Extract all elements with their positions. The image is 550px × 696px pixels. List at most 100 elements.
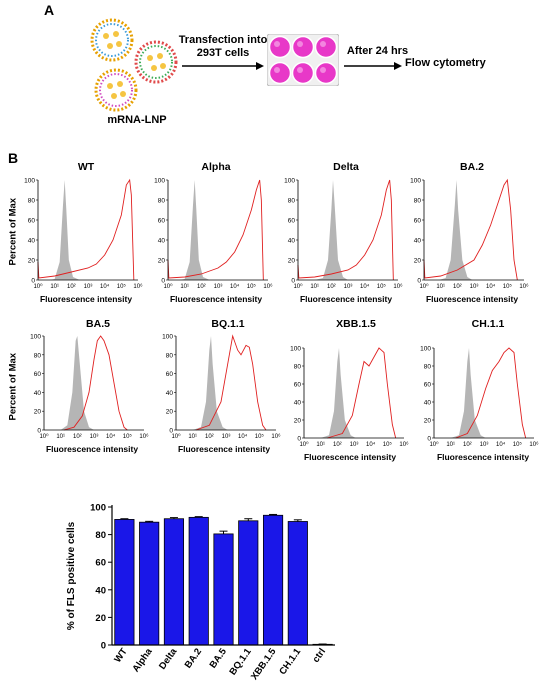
x-tick-label: 10³: [222, 434, 231, 440]
y-tick-label: 60: [288, 218, 296, 225]
histogram-title: BQ.1.1: [211, 318, 245, 330]
x-tick-label: 10⁵: [255, 433, 265, 440]
y-tick-label: 20: [288, 258, 296, 265]
y-tick-label: 80: [294, 364, 302, 371]
x-tick-label: 10¹: [436, 284, 445, 290]
x-tick-label: BA.5: [208, 646, 230, 671]
histogram-xlabel: Fluorescence intensity: [45, 444, 139, 454]
histogram-xlabel: Fluorescence intensity: [425, 294, 519, 304]
sample-histogram: [423, 178, 518, 281]
histogram-xlabel: Fluorescence intensity: [169, 294, 263, 304]
arrow-right-icon: [344, 62, 402, 70]
x-tick-label: 10⁰: [33, 283, 43, 290]
arrow-right-icon: [182, 62, 264, 70]
x-tick-label: 10⁵: [377, 283, 387, 290]
x-tick-label: 10²: [197, 284, 206, 290]
x-tick-label: 10²: [205, 434, 214, 440]
bar: [287, 521, 308, 646]
y-tick-label: 0: [169, 428, 173, 435]
x-tick-label: 10⁶: [271, 433, 281, 440]
y-tick-label: 40: [28, 238, 36, 245]
bar: [213, 533, 234, 646]
x-tick-label: 10⁵: [383, 441, 393, 448]
x-tick-label: 10⁰: [429, 441, 439, 448]
well-highlight: [297, 41, 303, 47]
histogram-xlabel: Fluorescence intensity: [299, 294, 393, 304]
sample-histogram: [167, 179, 264, 281]
control-histogram: [60, 336, 94, 430]
x-tick-label: 10⁵: [247, 283, 257, 290]
y-tick-label: 60: [28, 218, 36, 225]
y-tick-label: 0: [161, 278, 165, 285]
x-tick-label: Alpha: [130, 646, 155, 675]
histogram-title: WT: [77, 161, 95, 173]
step-transfection-label: Transfection into 293T cells: [178, 34, 268, 59]
histogram-alpha: 0 20 40 60 80 100 10⁰ 10¹ 10² 10³ 10⁴ 10⁵ 10⁶: [154, 178, 273, 291]
y-tick-label: 60: [158, 218, 166, 225]
x-tick-label: 10⁰: [293, 283, 303, 290]
x-tick-label: 10⁰: [419, 283, 429, 290]
x-tick-label: 10³: [480, 442, 489, 448]
x-tick-label: 10³: [350, 442, 359, 448]
x-tick-label: WT: [112, 646, 130, 665]
lnp-particle: [134, 40, 178, 84]
y-tick-label: 80: [34, 352, 42, 359]
y-tick-label: 40: [294, 400, 302, 407]
x-tick-label: 10⁶: [133, 283, 143, 290]
x-tick-label: 10⁵: [503, 283, 513, 290]
y-tick-label: 80: [166, 352, 174, 359]
histogram-ba2: 0 20 40 60 80 100 10⁰ 10¹ 10² 10³ 10⁴ 10⁵ 10⁶: [410, 178, 529, 291]
histogram-title: CH.1.1: [471, 318, 505, 330]
y-tick-label: 0: [291, 278, 295, 285]
x-tick-label: 10⁴: [100, 283, 110, 290]
sample-histogram: [37, 178, 135, 281]
lnp-particle: [94, 68, 138, 112]
y-tick-label: 60: [424, 382, 432, 389]
panel-b-letter: B: [8, 150, 19, 166]
y-tick-label: 20: [166, 409, 174, 416]
x-tick-label: 10⁴: [366, 441, 376, 448]
x-tick-label: ctrl: [311, 646, 328, 664]
histogram-xlabel: Fluorescence intensity: [39, 294, 133, 304]
x-tick-label: 10¹: [180, 284, 189, 290]
y-tick-label: 80: [158, 198, 166, 205]
x-tick-label: 10²: [73, 434, 82, 440]
y-tick-label: 20: [414, 258, 422, 265]
x-tick-label: 10³: [84, 284, 93, 290]
plate-well: [291, 61, 315, 85]
y-tick-label: 0: [297, 436, 301, 443]
control-histogram: [314, 180, 348, 280]
y-tick-label: 20: [424, 418, 432, 425]
x-tick-label: 10¹: [310, 284, 319, 290]
x-tick-label: 10⁶: [519, 283, 529, 290]
x-tick-label: 10⁰: [39, 433, 49, 440]
y-tick-label: 0: [37, 428, 41, 435]
x-tick-label: 10¹: [188, 434, 197, 440]
y-tick-label: 100: [154, 178, 165, 185]
plate-well: [314, 61, 338, 85]
y-tick-label: 20: [34, 409, 42, 416]
step-flow-cytometry-label: Flow cytometry: [405, 57, 486, 69]
y-tick-label: 40: [95, 585, 106, 596]
well-highlight: [274, 67, 280, 73]
plate-well: [291, 35, 315, 59]
x-tick-label: 10⁴: [360, 283, 370, 290]
y-tick-label: 20: [158, 258, 166, 265]
x-tick-label: 10⁶: [263, 283, 273, 290]
x-tick-label: 10⁶: [393, 283, 403, 290]
y-tick-label: 60: [166, 371, 174, 378]
sample-histogram: [327, 347, 397, 439]
control-histogram: [439, 180, 473, 280]
y-tick-label: 100: [410, 178, 421, 185]
y-tick-label: 100: [30, 334, 41, 341]
x-tick-label: 10⁰: [163, 283, 173, 290]
bar: [163, 518, 185, 646]
y-tick-label: 0: [417, 278, 421, 285]
well-highlight: [274, 41, 280, 47]
lnp-label: mRNA-LNP: [107, 114, 167, 126]
x-tick-label: XBB.1.5: [249, 646, 279, 682]
y-tick-label: 0: [101, 641, 106, 652]
x-tick-label: 10⁶: [529, 441, 539, 448]
x-tick-label: 10⁰: [299, 441, 309, 448]
bar: [188, 516, 209, 646]
